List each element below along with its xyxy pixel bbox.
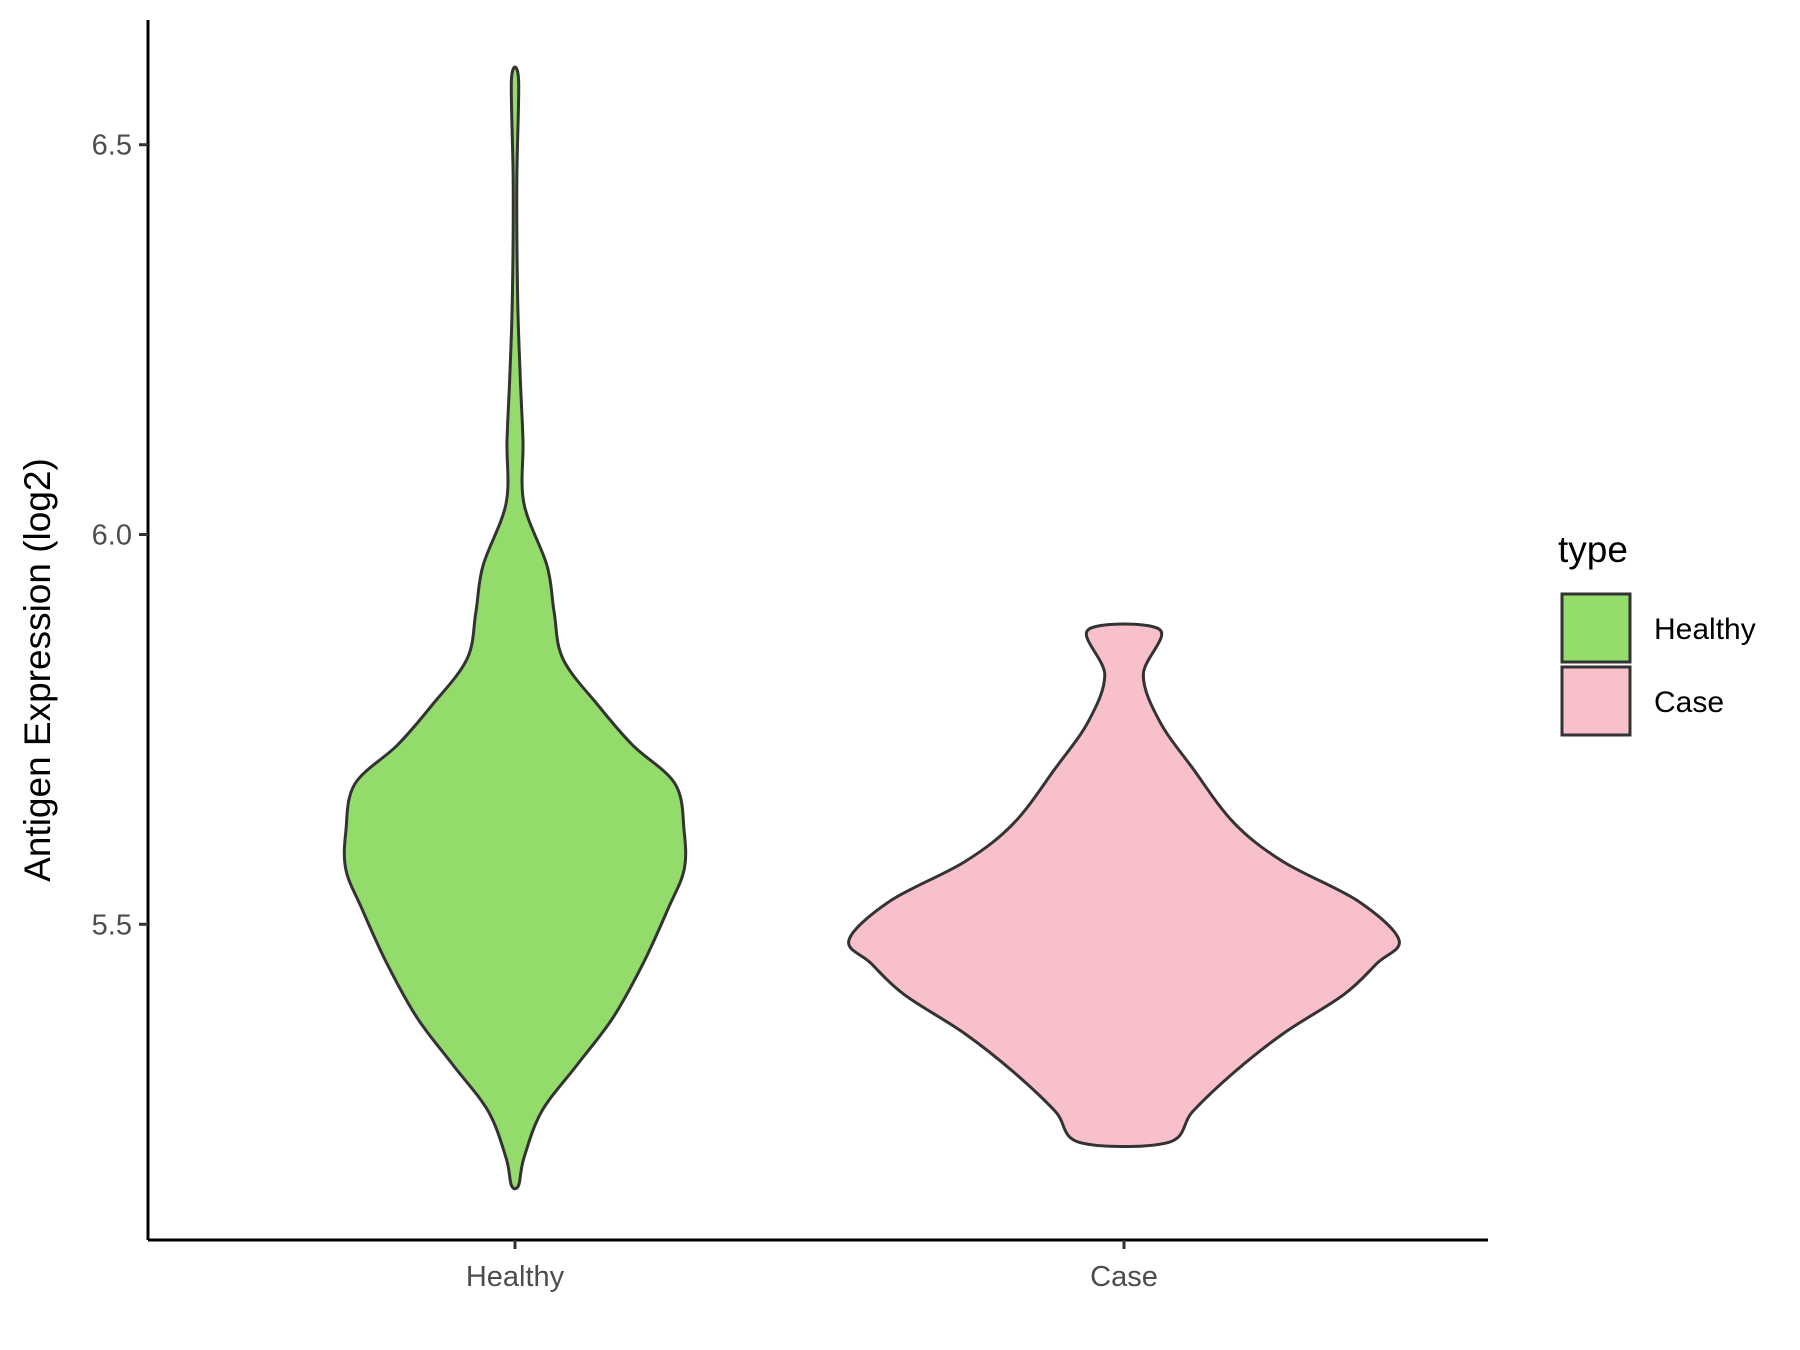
legend-label-healthy: Healthy	[1654, 613, 1756, 646]
y-tick-label: 5.5	[92, 909, 132, 941]
y-axis-title: Antigen Expression (log2)	[17, 458, 58, 882]
axes-group: 5.5 6.0 6.5 Healthy Case	[92, 20, 1488, 1293]
x-tick-label: Case	[1090, 1261, 1158, 1293]
legend-title: type	[1558, 529, 1628, 570]
violins-group	[342, 65, 1401, 1191]
legend-key-case	[1560, 665, 1632, 737]
y-tick-label: 6.5	[92, 130, 132, 162]
legend-label-case: Case	[1654, 686, 1724, 719]
legend: type Healthy Case	[1558, 529, 1756, 737]
violin-case	[847, 622, 1401, 1148]
x-tick-label: Healthy	[466, 1261, 565, 1293]
y-tick-label: 6.0	[92, 520, 132, 552]
violin-healthy	[342, 65, 688, 1191]
legend-key-healthy	[1560, 592, 1632, 664]
